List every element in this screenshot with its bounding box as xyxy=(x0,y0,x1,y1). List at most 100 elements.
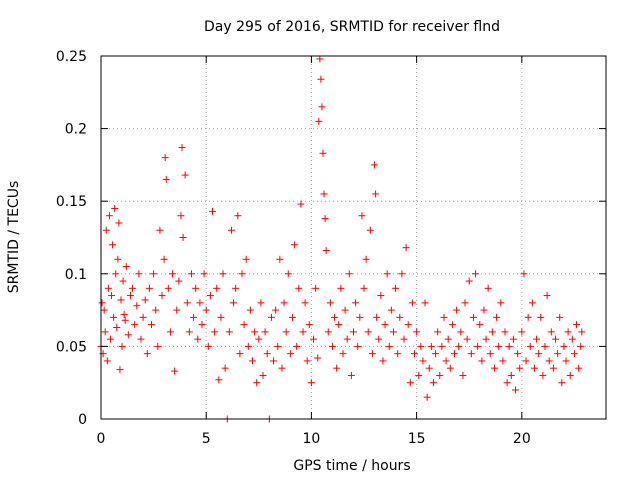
data-point xyxy=(495,342,503,350)
data-point xyxy=(295,284,303,292)
data-point xyxy=(156,226,164,234)
x-tick-label: 10 xyxy=(303,431,321,447)
data-point xyxy=(293,342,301,350)
x-tick-label: 5 xyxy=(202,431,211,447)
data-point xyxy=(314,354,322,362)
data-point xyxy=(319,149,327,157)
data-point xyxy=(522,357,530,365)
data-point xyxy=(404,321,412,329)
data-point xyxy=(392,284,400,292)
data-point xyxy=(573,321,581,329)
data-point xyxy=(358,212,366,220)
data-point xyxy=(215,376,223,384)
data-point xyxy=(317,75,325,83)
data-point xyxy=(291,241,299,249)
data-point xyxy=(141,296,149,304)
data-point xyxy=(301,299,309,307)
data-point xyxy=(113,324,121,332)
data-point xyxy=(533,335,541,343)
data-point xyxy=(436,371,444,379)
data-point xyxy=(400,335,408,343)
data-point xyxy=(312,284,320,292)
data-point xyxy=(148,321,155,329)
x-tick-label: 15 xyxy=(408,431,426,447)
data-point xyxy=(350,328,357,336)
data-point xyxy=(152,306,160,314)
y-tick-label: 0.1 xyxy=(65,267,87,283)
data-point xyxy=(368,350,376,358)
data-point xyxy=(115,219,123,227)
data-point xyxy=(459,371,467,379)
data-point xyxy=(299,328,307,336)
data-point xyxy=(425,364,433,372)
data-point xyxy=(379,357,387,365)
data-point xyxy=(122,263,130,271)
data-point xyxy=(383,270,391,278)
data-point xyxy=(179,234,187,241)
data-point xyxy=(448,321,456,329)
data-point xyxy=(240,321,248,329)
data-point xyxy=(427,342,435,350)
data-point xyxy=(117,296,125,304)
data-point xyxy=(255,335,263,343)
data-point xyxy=(562,357,570,365)
data-point xyxy=(297,200,305,208)
data-point xyxy=(227,226,235,234)
data-point xyxy=(106,335,114,343)
data-point xyxy=(465,277,473,285)
data-point xyxy=(253,379,261,387)
data-point xyxy=(463,335,471,343)
data-point xyxy=(118,342,126,350)
data-point xyxy=(282,328,290,336)
data-point xyxy=(331,313,339,321)
data-point xyxy=(303,357,311,365)
data-point xyxy=(230,299,238,307)
data-point xyxy=(196,299,204,307)
data-point xyxy=(497,299,505,307)
data-point xyxy=(577,342,585,350)
data-point xyxy=(556,313,564,321)
data-point xyxy=(545,357,553,365)
data-point xyxy=(219,270,227,278)
data-point xyxy=(552,335,559,343)
data-point xyxy=(387,306,395,314)
data-point xyxy=(234,212,242,220)
data-point xyxy=(259,371,267,379)
y-tick-label: 0.25 xyxy=(56,49,87,65)
data-point xyxy=(121,316,129,324)
y-tick-label: 0.2 xyxy=(65,122,87,138)
data-point xyxy=(461,299,469,307)
data-point xyxy=(455,342,463,350)
data-point xyxy=(578,328,586,336)
data-point xyxy=(119,277,127,285)
data-point xyxy=(486,350,494,358)
data-point xyxy=(398,270,406,278)
data-point xyxy=(109,241,117,249)
data-point xyxy=(535,350,543,358)
data-point xyxy=(284,270,292,278)
plot-frame xyxy=(100,55,607,420)
data-point xyxy=(564,328,572,336)
data-point xyxy=(539,371,547,379)
chart-title: Day 295 of 2016, SRMTID for receiver fln… xyxy=(204,19,500,35)
data-point xyxy=(451,350,458,358)
data-point xyxy=(421,299,429,307)
data-point xyxy=(480,306,488,314)
data-point xyxy=(246,306,254,314)
data-point xyxy=(530,364,538,372)
data-point xyxy=(104,284,112,292)
data-point xyxy=(372,190,380,198)
data-point xyxy=(469,313,477,321)
data-point xyxy=(514,350,522,358)
data-point xyxy=(434,328,442,336)
data-point xyxy=(261,328,269,336)
data-point xyxy=(187,270,195,278)
data-point xyxy=(114,255,122,263)
data-point xyxy=(438,342,446,350)
data-point xyxy=(238,270,246,278)
data-point xyxy=(408,299,416,307)
data-point xyxy=(328,342,336,350)
data-point xyxy=(249,357,256,365)
data-point xyxy=(507,371,515,379)
data-point xyxy=(343,335,351,343)
